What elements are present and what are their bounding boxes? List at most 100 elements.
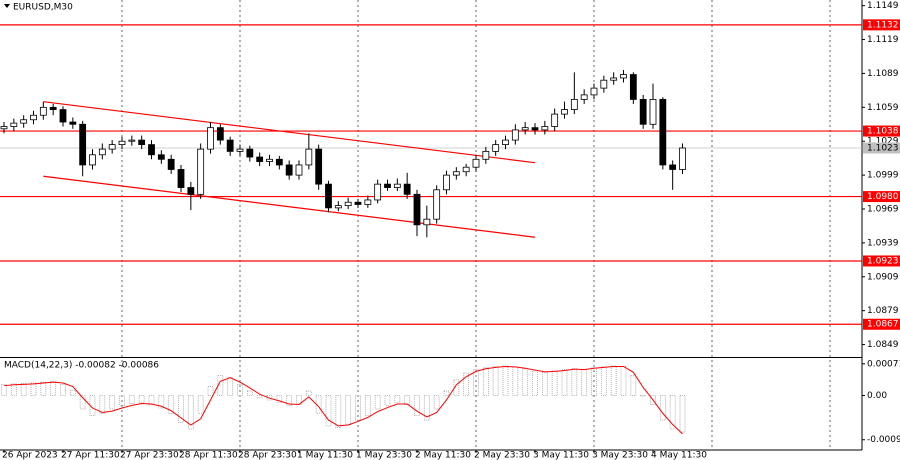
level-label: 1.1132 bbox=[867, 20, 899, 30]
candle-body bbox=[39, 106, 47, 116]
candle-body bbox=[236, 148, 244, 152]
candle-body bbox=[531, 127, 539, 131]
candle-body bbox=[541, 126, 549, 131]
macd-bar bbox=[138, 395, 145, 403]
macd-bar bbox=[463, 372, 470, 396]
candle-body bbox=[187, 187, 195, 195]
macd-bar bbox=[679, 395, 686, 433]
candle-body bbox=[610, 77, 618, 81]
macd-bar bbox=[246, 390, 253, 396]
candle-body bbox=[669, 164, 677, 170]
level-label-box bbox=[863, 191, 900, 203]
y-tick-label: 1.1029 bbox=[867, 137, 899, 147]
macd-bar bbox=[414, 395, 420, 417]
candle-body bbox=[246, 148, 254, 158]
candle-body bbox=[384, 183, 391, 188]
candle-body bbox=[30, 114, 37, 121]
candle-body bbox=[620, 74, 627, 79]
macd-bar bbox=[492, 366, 499, 396]
candle-body bbox=[305, 148, 313, 166]
macd-bar bbox=[60, 383, 66, 396]
macd-bar bbox=[482, 367, 489, 396]
candle-body bbox=[659, 99, 667, 166]
candle-body bbox=[443, 174, 450, 191]
trend-line bbox=[43, 175, 536, 238]
macd-bar bbox=[561, 369, 568, 396]
chart-title: EURUSD,M30 bbox=[13, 3, 73, 13]
candle-body bbox=[216, 127, 224, 141]
macd-bar bbox=[630, 375, 637, 396]
macd-bar bbox=[69, 389, 76, 396]
macd-bar bbox=[669, 395, 676, 430]
macd-bar bbox=[128, 395, 135, 404]
candle-body bbox=[49, 106, 57, 110]
current-price-box bbox=[863, 142, 900, 154]
candle-body bbox=[118, 140, 126, 146]
candle-body bbox=[128, 139, 136, 142]
y-tick-label: 1.0939 bbox=[867, 238, 899, 248]
candle-body bbox=[482, 150, 490, 160]
candle-body bbox=[207, 127, 214, 150]
x-tick-label: 2 May 23:30 bbox=[474, 451, 530, 460]
macd-bar bbox=[423, 395, 430, 421]
macd-bar bbox=[532, 370, 538, 396]
macd-bar bbox=[10, 383, 17, 396]
candle-body bbox=[413, 193, 421, 226]
macd-bar bbox=[473, 369, 479, 396]
y-tick-label: 1.0999 bbox=[867, 171, 899, 181]
macd-bar bbox=[50, 380, 57, 396]
macd-bar bbox=[443, 390, 450, 396]
x-tick-label: 1 May 11:30 bbox=[297, 451, 353, 460]
macd-bar bbox=[99, 395, 106, 414]
y-tick-label: 1.1119 bbox=[867, 35, 899, 45]
x-tick-label: 28 Apr 11:30 bbox=[179, 451, 238, 460]
level-label-box bbox=[863, 318, 900, 330]
candle-body bbox=[20, 119, 28, 124]
candle-body bbox=[452, 171, 460, 176]
candle-body bbox=[472, 158, 480, 168]
macd-bar bbox=[305, 390, 312, 396]
level-label: 1.0980 bbox=[867, 192, 899, 202]
candle-body bbox=[580, 94, 588, 100]
candle-body bbox=[403, 183, 411, 195]
level-label: 1.0923 bbox=[867, 256, 899, 266]
candle-body bbox=[10, 122, 18, 127]
candle-body bbox=[157, 154, 165, 160]
macd-bar bbox=[394, 395, 401, 403]
macd-bar bbox=[20, 383, 27, 396]
level-label-box bbox=[863, 125, 900, 137]
candle-body bbox=[600, 79, 608, 89]
candle-body bbox=[325, 183, 332, 209]
x-tick-label: 2 May 11:30 bbox=[415, 451, 471, 460]
signal-line bbox=[3, 365, 683, 435]
candle-body bbox=[492, 144, 500, 152]
y-tick-label: 1.1149 bbox=[867, 1, 899, 11]
level-label-box bbox=[863, 255, 900, 267]
macd-bar bbox=[109, 395, 116, 410]
candle-body bbox=[148, 144, 155, 156]
trend-line bbox=[43, 101, 536, 164]
candle-body bbox=[98, 148, 106, 156]
candle-body bbox=[177, 169, 185, 188]
candle-body bbox=[433, 189, 441, 220]
y-tick-label: 0.00071 bbox=[867, 359, 900, 369]
candle-body bbox=[138, 139, 146, 146]
macd-bar bbox=[207, 386, 214, 396]
macd-bar bbox=[640, 395, 647, 397]
x-tick-label: 1 May 23:30 bbox=[356, 451, 412, 460]
macd-title: MACD(14,22,3) -0.00082 -0.00086 bbox=[4, 361, 159, 371]
candle-body bbox=[0, 126, 8, 130]
candle-body bbox=[462, 166, 470, 173]
macd-bar bbox=[433, 395, 440, 410]
candle-body bbox=[374, 183, 382, 201]
macd-bar bbox=[364, 395, 371, 417]
candle-body bbox=[167, 158, 175, 170]
candle-body bbox=[511, 129, 519, 141]
candle-body bbox=[295, 164, 303, 176]
macd-bar bbox=[374, 395, 381, 410]
candle-body bbox=[629, 74, 637, 100]
macd-bar bbox=[325, 395, 332, 427]
current-price-label: 1.1023 bbox=[867, 143, 899, 153]
macd-bar bbox=[276, 395, 283, 403]
